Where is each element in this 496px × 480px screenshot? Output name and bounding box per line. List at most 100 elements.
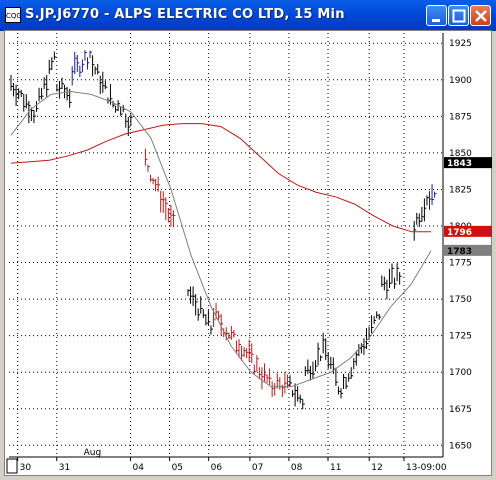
chart-app-icon[interactable]: CQG [5,7,21,23]
price-bar [165,197,168,221]
price-bar [266,374,270,383]
price-tick-label: 1725 [449,332,472,342]
price-bar [147,164,150,172]
chart-area[interactable]: 1925190018751850182518001775175017251700… [4,30,492,476]
price-bar [33,109,36,124]
price-bar [241,345,244,361]
price-bar [297,386,300,402]
price-bar [120,107,123,116]
price-bar [155,178,158,192]
month-label: Aug [84,448,102,458]
price-bar [210,325,213,335]
price-bar [202,309,206,318]
price-bar [230,326,234,340]
price-bar [315,360,318,372]
price-bar [322,332,326,354]
maximize-button[interactable] [448,5,469,26]
price-bar [197,308,201,321]
price-bar [394,277,397,289]
price-bar [195,294,198,316]
price-bar [76,54,80,72]
date-tick-label: 05 [172,463,183,473]
price-bar [423,198,427,222]
price-bar [345,377,349,390]
price-bar [170,204,173,227]
price-bar [64,84,67,99]
price-bar [79,65,82,78]
close-button[interactable] [470,5,491,26]
price-bar [243,347,247,357]
price-bar [104,80,108,90]
price-bar [218,310,221,320]
price-chart[interactable]: 1925190018751850182518001775175017251700… [5,31,493,477]
price-tick-label: 1925 [449,39,472,49]
price-bar [416,212,419,225]
price-tag-label: 1843 [447,159,472,169]
price-bar [58,80,62,99]
price-bar [418,213,422,228]
plot-background [9,33,443,457]
date-tick-label: 08 [291,463,303,473]
price-bar [421,206,424,222]
price-bar [13,82,16,97]
date-tick-label: 31 [59,463,70,473]
price-bar [23,94,26,112]
price-tag-box [444,225,492,237]
price-bar [92,55,95,77]
price-bar [302,399,305,410]
price-bar [238,339,241,358]
price-bar [348,373,351,382]
price-bar [225,327,229,341]
date-tick-label: 13-09:00 [406,463,447,473]
price-bar [15,84,19,107]
price-bar [251,343,254,364]
price-bar [172,210,176,228]
price-bar [253,364,257,375]
price-tick-label: 1850 [449,149,472,159]
price-bar [162,191,166,213]
price-bar [66,86,70,101]
minimize-icon [432,19,440,22]
price-tag-box [444,244,492,256]
price-bar [48,59,52,74]
price-bar [43,77,47,90]
price-bar [41,87,44,100]
price-bar [99,75,103,94]
price-bar [381,275,384,287]
price-bar [363,338,366,355]
price-bar [386,279,389,300]
price-bar [309,366,313,381]
date-tick-label: 12 [371,463,382,473]
price-bar [144,148,148,166]
window-title: S.JP.J6770 - ALPS ELECTRIC CO LTD, 15 Mi… [25,7,345,22]
price-bar [258,367,262,380]
price-bar [46,74,49,97]
price-bar [248,339,252,363]
price-bar [112,100,115,108]
price-bar [284,371,287,394]
price-bar [292,390,295,397]
close-icon [475,10,487,22]
price-bar [30,107,34,122]
minimize-button[interactable] [426,5,447,26]
price-bar [413,220,417,241]
price-bar [233,330,236,338]
price-bar [205,314,208,326]
price-bar [84,50,87,61]
price-tick-label: 1750 [449,295,472,305]
price-bar [366,328,369,350]
title-bar[interactable]: CQG S.JP.J6770 - ALPS ELECTRIC CO LTD, 1… [0,0,496,31]
price-bar [71,66,75,86]
date-tick-label: 04 [133,463,145,473]
price-bar [207,310,211,325]
price-bar [53,51,57,60]
price-bar [115,105,118,113]
price-bar [10,75,13,91]
price-bar [343,373,346,390]
price-bar [312,361,315,379]
price-bar [152,177,156,185]
price-tick-label: 1650 [449,441,472,451]
price-bar [294,383,298,407]
svg-text:CQG: CQG [6,12,21,20]
